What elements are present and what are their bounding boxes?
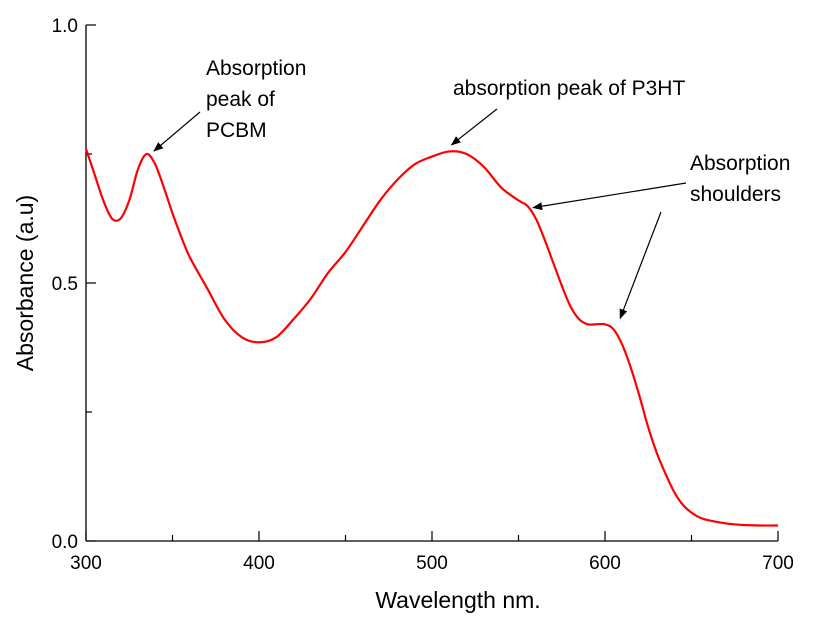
x-tick-label: 400	[243, 553, 275, 574]
annotation-pcbm-label: Absorption peak of PCBM	[206, 57, 306, 142]
annotation-pcbm-arrow	[153, 111, 201, 152]
annotation-p3ht-arrow	[450, 108, 498, 146]
absorbance-series-line	[84, 148, 779, 527]
annotation-shoulder-arrow-2	[619, 211, 662, 320]
x-tick-label: 300	[70, 553, 102, 574]
y-axis-title: Absorbance (a.u)	[12, 195, 38, 371]
x-tick-label: 600	[589, 553, 621, 574]
series-layer	[84, 148, 779, 527]
x-tick-label: 500	[416, 553, 448, 574]
annotation-p3ht-label: absorption peak of P3HT	[453, 77, 685, 100]
y-tick-label: 0.0	[52, 532, 78, 553]
y-tick-label: 0.5	[52, 274, 78, 295]
annotation-shoulders-label: Absorption shoulders	[690, 152, 790, 206]
x-axis-title: Wavelength nm.	[375, 587, 540, 613]
annotation-layer: Absorption peak of PCBM absorption peak of …	[153, 57, 790, 320]
annotation-shoulder-arrow-1	[532, 182, 687, 211]
x-tick-label: 700	[762, 553, 794, 574]
plot-axes: 300 400 500 600 700 0.0 0.5 1.0	[52, 16, 794, 574]
y-tick-label: 1.0	[52, 16, 78, 37]
